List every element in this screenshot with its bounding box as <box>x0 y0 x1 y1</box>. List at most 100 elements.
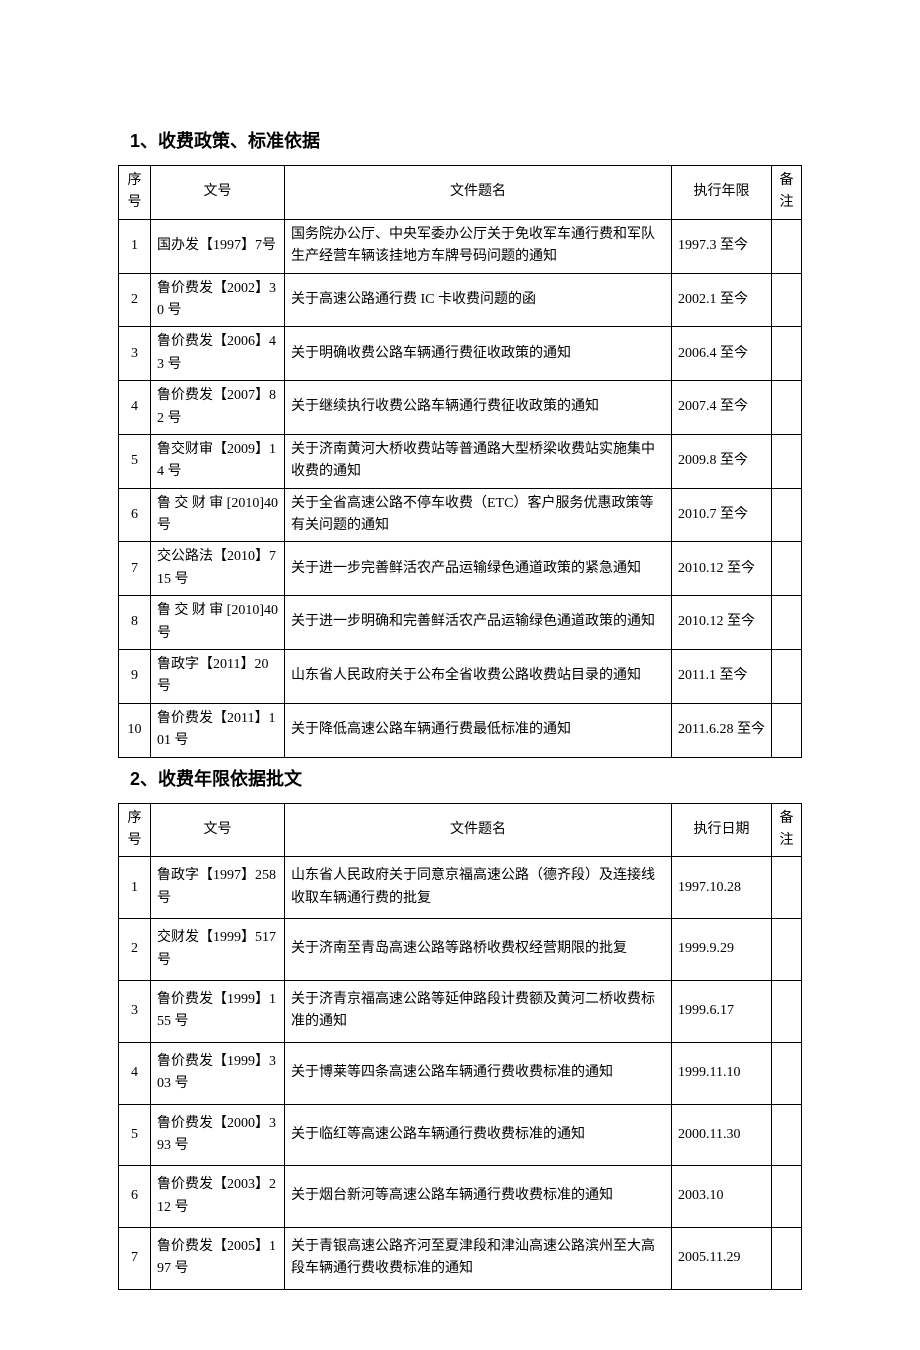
cell-date: 1997.3 至今 <box>672 219 772 273</box>
cell-docno: 交财发【1999】517 号 <box>151 919 285 981</box>
cell-title: 关于高速公路通行费 IC 卡收费问题的函 <box>285 273 672 327</box>
section1-heading: 1、收费政策、标准依据 <box>118 128 802 155</box>
cell-title: 关于全省高速公路不停车收费（ETC）客户服务优惠政策等有关问题的通知 <box>285 488 672 542</box>
cell-title: 关于烟台新河等高速公路车辆通行费收费标准的通知 <box>285 1166 672 1228</box>
cell-docno: 鲁价费发【2003】212 号 <box>151 1166 285 1228</box>
cell-date: 2000.11.30 <box>672 1104 772 1166</box>
table-row: 8鲁交财审[2010]40 号关于进一步明确和完善鲜活农产品运输绿色通道政策的通… <box>119 596 802 650</box>
table-row: 3鲁价费发【2006】43 号关于明确收费公路车辆通行费征收政策的通知2006.… <box>119 327 802 381</box>
cell-note <box>772 650 802 704</box>
cell-docno: 鲁交财审[2010]40 号 <box>151 596 285 650</box>
cell-note <box>772 919 802 981</box>
table-row: 10鲁价费发【2011】101 号关于降低高速公路车辆通行费最低标准的通知201… <box>119 703 802 757</box>
col-header-seq: 序号 <box>119 803 151 857</box>
cell-docno: 鲁价费发【2002】30 号 <box>151 273 285 327</box>
cell-note <box>772 488 802 542</box>
cell-date: 1999.11.10 <box>672 1042 772 1104</box>
cell-note <box>772 381 802 435</box>
table-row: 7交公路法【2010】715 号关于进一步完善鲜活农产品运输绿色通道政策的紧急通… <box>119 542 802 596</box>
cell-docno: 鲁政字【2011】20号 <box>151 650 285 704</box>
cell-title: 关于明确收费公路车辆通行费征收政策的通知 <box>285 327 672 381</box>
cell-docno: 鲁政字【1997】258 号 <box>151 857 285 919</box>
cell-title: 关于济南黄河大桥收费站等普通路大型桥梁收费站实施集中收费的通知 <box>285 434 672 488</box>
cell-seq: 3 <box>119 980 151 1042</box>
cell-title: 山东省人民政府关于同意京福高速公路（德齐段）及连接线收取车辆通行费的批复 <box>285 857 672 919</box>
cell-seq: 3 <box>119 327 151 381</box>
table-row: 1鲁政字【1997】258 号山东省人民政府关于同意京福高速公路（德齐段）及连接… <box>119 857 802 919</box>
table-row: 1国办发【1997】7号国务院办公厅、中央军委办公厅关于免收军车通行费和军队生产… <box>119 219 802 273</box>
table-row: 3鲁价费发【1999】155 号关于济青京福高速公路等延伸路段计费额及黄河二桥收… <box>119 980 802 1042</box>
table-row: 9鲁政字【2011】20号山东省人民政府关于公布全省收费公路收费站目录的通知20… <box>119 650 802 704</box>
cell-note <box>772 1166 802 1228</box>
cell-docno: 鲁价费发【2011】101 号 <box>151 703 285 757</box>
table-row: 5鲁交财审【2009】14 号关于济南黄河大桥收费站等普通路大型桥梁收费站实施集… <box>119 434 802 488</box>
cell-date: 2010.7 至今 <box>672 488 772 542</box>
cell-title: 关于济青京福高速公路等延伸路段计费额及黄河二桥收费标准的通知 <box>285 980 672 1042</box>
cell-note <box>772 327 802 381</box>
cell-note <box>772 434 802 488</box>
cell-docno: 鲁价费发【1999】303 号 <box>151 1042 285 1104</box>
section2-heading: 2、收费年限依据批文 <box>118 766 802 793</box>
cell-docno: 鲁价费发【2005】197 号 <box>151 1228 285 1290</box>
cell-seq: 9 <box>119 650 151 704</box>
cell-note <box>772 1104 802 1166</box>
table-row: 6鲁价费发【2003】212 号关于烟台新河等高速公路车辆通行费收费标准的通知2… <box>119 1166 802 1228</box>
cell-seq: 10 <box>119 703 151 757</box>
cell-seq: 4 <box>119 1042 151 1104</box>
cell-seq: 1 <box>119 857 151 919</box>
cell-docno: 鲁价费发【1999】155 号 <box>151 980 285 1042</box>
cell-seq: 5 <box>119 1104 151 1166</box>
cell-note <box>772 703 802 757</box>
cell-docno: 国办发【1997】7号 <box>151 219 285 273</box>
cell-date: 2010.12 至今 <box>672 596 772 650</box>
cell-note <box>772 273 802 327</box>
cell-note <box>772 1042 802 1104</box>
table-row: 7鲁价费发【2005】197 号关于青银高速公路齐河至夏津段和津汕高速公路滨州至… <box>119 1228 802 1290</box>
cell-date: 2003.10 <box>672 1166 772 1228</box>
cell-title: 关于青银高速公路齐河至夏津段和津汕高速公路滨州至大高段车辆通行费收费标准的通知 <box>285 1228 672 1290</box>
cell-date: 1999.6.17 <box>672 980 772 1042</box>
col-header-date: 执行年限 <box>672 166 772 220</box>
cell-date: 2005.11.29 <box>672 1228 772 1290</box>
table-row: 2鲁价费发【2002】30 号关于高速公路通行费 IC 卡收费问题的函2002.… <box>119 273 802 327</box>
cell-title: 关于博莱等四条高速公路车辆通行费收费标准的通知 <box>285 1042 672 1104</box>
cell-date: 1999.9.29 <box>672 919 772 981</box>
cell-date: 2009.8 至今 <box>672 434 772 488</box>
col-header-title: 文件题名 <box>285 166 672 220</box>
cell-seq: 8 <box>119 596 151 650</box>
table-policy: 序号 文号 文件题名 执行年限 备注 1国办发【1997】7号国务院办公厅、中央… <box>118 165 802 758</box>
cell-date: 2007.4 至今 <box>672 381 772 435</box>
cell-title: 关于济南至青岛高速公路等路桥收费权经营期限的批复 <box>285 919 672 981</box>
cell-note <box>772 980 802 1042</box>
cell-seq: 5 <box>119 434 151 488</box>
col-header-date: 执行日期 <box>672 803 772 857</box>
cell-date: 2011.1 至今 <box>672 650 772 704</box>
cell-title: 关于进一步完善鲜活农产品运输绿色通道政策的紧急通知 <box>285 542 672 596</box>
cell-docno: 鲁价费发【2007】82 号 <box>151 381 285 435</box>
cell-date: 1997.10.28 <box>672 857 772 919</box>
table-row: 4鲁价费发【1999】303 号关于博莱等四条高速公路车辆通行费收费标准的通知1… <box>119 1042 802 1104</box>
cell-title: 关于进一步明确和完善鲜活农产品运输绿色通道政策的通知 <box>285 596 672 650</box>
cell-note <box>772 219 802 273</box>
cell-title: 关于临红等高速公路车辆通行费收费标准的通知 <box>285 1104 672 1166</box>
col-header-seq: 序号 <box>119 166 151 220</box>
cell-docno: 鲁价费发【2006】43 号 <box>151 327 285 381</box>
cell-note <box>772 857 802 919</box>
table-header-row: 序号 文号 文件题名 执行日期 备注 <box>119 803 802 857</box>
cell-note <box>772 1228 802 1290</box>
table-row: 4鲁价费发【2007】82 号关于继续执行收费公路车辆通行费征收政策的通知200… <box>119 381 802 435</box>
cell-note <box>772 542 802 596</box>
cell-date: 2002.1 至今 <box>672 273 772 327</box>
table-row: 5鲁价费发【2000】393 号关于临红等高速公路车辆通行费收费标准的通知200… <box>119 1104 802 1166</box>
table-approval: 序号 文号 文件题名 执行日期 备注 1鲁政字【1997】258 号山东省人民政… <box>118 803 802 1290</box>
col-header-note: 备注 <box>772 803 802 857</box>
cell-seq: 7 <box>119 1228 151 1290</box>
cell-date: 2010.12 至今 <box>672 542 772 596</box>
col-header-title: 文件题名 <box>285 803 672 857</box>
cell-seq: 2 <box>119 273 151 327</box>
cell-date: 2011.6.28 至今 <box>672 703 772 757</box>
cell-seq: 7 <box>119 542 151 596</box>
cell-title: 关于降低高速公路车辆通行费最低标准的通知 <box>285 703 672 757</box>
table-header-row: 序号 文号 文件题名 执行年限 备注 <box>119 166 802 220</box>
cell-docno: 鲁价费发【2000】393 号 <box>151 1104 285 1166</box>
